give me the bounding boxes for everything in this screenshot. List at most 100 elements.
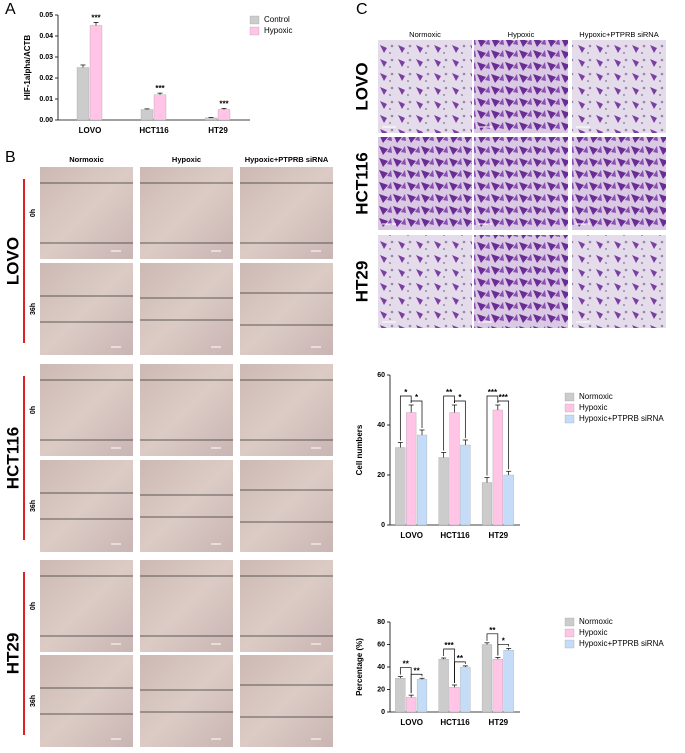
significance-bracket bbox=[497, 644, 510, 656]
wound-image bbox=[240, 655, 333, 747]
bar bbox=[449, 412, 460, 526]
legend-label: Hypoxic bbox=[579, 403, 607, 412]
y-tick-label: 60 bbox=[377, 641, 385, 648]
row-label: LOVO bbox=[352, 62, 371, 110]
significance: ** bbox=[403, 660, 410, 669]
bar bbox=[449, 687, 460, 713]
transwell-image bbox=[572, 40, 666, 133]
row-label: HT29 bbox=[3, 633, 22, 675]
wound-image bbox=[40, 460, 133, 552]
legend-label: Control bbox=[264, 15, 290, 24]
bar bbox=[153, 94, 167, 121]
significance-bracket bbox=[486, 395, 499, 476]
bar bbox=[89, 25, 103, 121]
significance: ** bbox=[489, 626, 496, 635]
time-label: 36h bbox=[30, 695, 37, 707]
panel-label: A bbox=[5, 1, 16, 18]
wound-image bbox=[240, 560, 333, 652]
wound-image bbox=[140, 263, 233, 355]
column-header: Hypoxic bbox=[172, 155, 201, 164]
column-header: Hypoxic bbox=[508, 30, 535, 39]
y-tick-label: 20 bbox=[377, 686, 385, 693]
bar bbox=[416, 434, 428, 526]
bar bbox=[76, 67, 90, 121]
x-tick-label: HCT116 bbox=[440, 531, 470, 540]
y-tick-label: 0.04 bbox=[39, 33, 53, 40]
y-tick-label: 20 bbox=[377, 472, 385, 479]
bar bbox=[438, 658, 449, 713]
y-tick-label: 0.02 bbox=[39, 75, 53, 82]
significance: * bbox=[458, 393, 462, 402]
row-label: LOVO bbox=[3, 237, 22, 285]
wound-image bbox=[240, 263, 333, 355]
time-label: 0h bbox=[30, 209, 37, 217]
significance: *** bbox=[499, 393, 509, 402]
significance: * bbox=[415, 393, 419, 402]
column-header: Normoxic bbox=[69, 155, 104, 164]
wound-image bbox=[40, 263, 133, 355]
y-tick-label: 0.03 bbox=[39, 54, 53, 61]
column-header: Normoxic bbox=[409, 30, 441, 39]
bar bbox=[492, 409, 503, 526]
bar bbox=[438, 457, 449, 526]
x-tick-label: HT29 bbox=[489, 531, 509, 540]
wound-image bbox=[140, 460, 233, 552]
legend-label: Hypoxic bbox=[264, 26, 292, 35]
wound-image bbox=[40, 167, 133, 259]
bar bbox=[460, 666, 471, 713]
bar bbox=[460, 444, 471, 526]
bar bbox=[481, 482, 493, 526]
significance: *** bbox=[155, 84, 165, 93]
transwell-image bbox=[474, 137, 568, 230]
significance: ** bbox=[457, 654, 464, 663]
transwell-image bbox=[378, 40, 472, 133]
row-label: HCT116 bbox=[3, 427, 22, 489]
y-tick-label: 0 bbox=[381, 522, 385, 529]
row-label: HCT116 bbox=[352, 152, 371, 214]
bar bbox=[395, 678, 406, 713]
wound-image bbox=[40, 364, 133, 456]
legend-label: Normoxic bbox=[579, 617, 613, 626]
wound-image bbox=[140, 167, 233, 259]
significance-bracket bbox=[443, 395, 455, 451]
y-tick-label: 0.00 bbox=[39, 117, 53, 124]
wound-image bbox=[140, 560, 233, 652]
transwell-image bbox=[572, 137, 666, 230]
bar bbox=[481, 644, 493, 713]
significance-bracket bbox=[454, 661, 466, 683]
legend-label: Hypoxic+PTPRB siRNA bbox=[579, 639, 664, 648]
time-label: 0h bbox=[30, 602, 37, 610]
y-tick-label: 40 bbox=[377, 422, 385, 429]
y-axis-label: Cell numbers bbox=[355, 424, 364, 475]
bar bbox=[416, 679, 428, 713]
x-tick-label: HCT116 bbox=[440, 718, 470, 727]
bar bbox=[217, 109, 231, 121]
significance-bracket bbox=[497, 400, 510, 470]
x-tick-label: HT29 bbox=[208, 126, 228, 135]
legend-swatch bbox=[249, 15, 260, 25]
y-axis-label: Percentage (%) bbox=[355, 638, 364, 696]
wound-image bbox=[140, 364, 233, 456]
y-tick-label: 0 bbox=[381, 709, 385, 716]
significance: *** bbox=[488, 388, 498, 397]
bar bbox=[492, 658, 503, 713]
significance: *** bbox=[91, 13, 101, 22]
legend-swatch bbox=[564, 392, 575, 402]
panel-label: B bbox=[5, 149, 16, 166]
significance-bracket bbox=[410, 400, 423, 428]
wound-image bbox=[40, 655, 133, 747]
y-axis-label: HIF-1alpha/ACTB bbox=[23, 35, 32, 101]
legend-swatch bbox=[564, 617, 575, 627]
panel-label: C bbox=[356, 1, 368, 18]
y-tick-label: 0.05 bbox=[39, 12, 53, 19]
significance: *** bbox=[219, 100, 229, 109]
significance-bracket bbox=[454, 400, 466, 438]
y-tick-label: 80 bbox=[377, 619, 385, 626]
transwell-image bbox=[572, 235, 666, 328]
time-label: 36h bbox=[30, 500, 37, 512]
significance: ** bbox=[413, 666, 420, 675]
bar bbox=[140, 109, 154, 121]
wound-image bbox=[240, 167, 333, 259]
legend-label: Hypoxic bbox=[579, 628, 607, 637]
